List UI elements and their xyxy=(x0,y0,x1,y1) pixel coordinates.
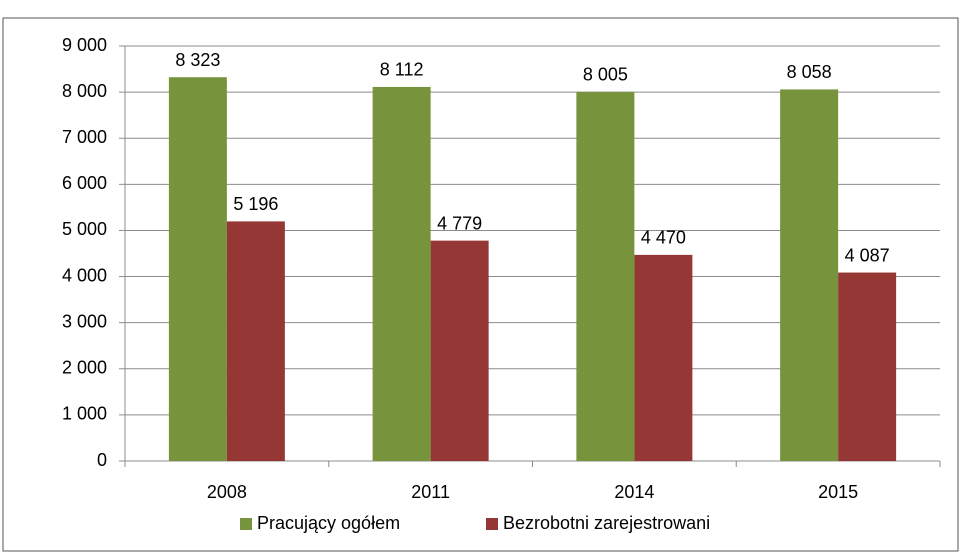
y-tick-label: 4 000 xyxy=(62,265,107,285)
bar xyxy=(168,77,227,461)
bar xyxy=(226,221,285,461)
y-tick-label: 2 000 xyxy=(62,358,107,378)
legend-label: Bezrobotni zarejestrowani xyxy=(503,513,710,533)
data-label: 4 470 xyxy=(641,228,686,248)
y-tick-label: 9 000 xyxy=(62,35,107,55)
legend-label: Pracujący ogółem xyxy=(257,513,400,533)
data-label: 4 087 xyxy=(845,245,890,265)
legend-swatch xyxy=(240,518,252,530)
x-tick-label: 2008 xyxy=(207,482,247,502)
data-label: 8 058 xyxy=(787,62,832,82)
bar xyxy=(372,86,431,462)
data-label: 8 112 xyxy=(380,60,424,80)
bar xyxy=(634,254,693,461)
data-label: 5 196 xyxy=(233,194,278,214)
x-tick-label: 2014 xyxy=(614,482,654,502)
y-tick-label: 1 000 xyxy=(62,404,107,424)
bar xyxy=(430,240,489,461)
y-tick-label: 0 xyxy=(97,450,107,470)
data-label: 8 005 xyxy=(583,65,628,85)
y-tick-label: 6 000 xyxy=(62,173,107,193)
x-tick-label: 2015 xyxy=(818,482,858,502)
data-label: 8 323 xyxy=(175,50,220,70)
y-tick-label: 5 000 xyxy=(62,219,107,239)
y-tick-label: 7 000 xyxy=(62,127,107,147)
data-label: 4 779 xyxy=(437,213,482,233)
x-tick-label: 2011 xyxy=(411,482,450,502)
legend-swatch xyxy=(486,518,498,530)
bar xyxy=(576,91,635,461)
y-tick-label: 3 000 xyxy=(62,311,107,331)
bar xyxy=(780,89,839,461)
y-tick-label: 8 000 xyxy=(62,81,107,101)
bar xyxy=(838,272,897,461)
